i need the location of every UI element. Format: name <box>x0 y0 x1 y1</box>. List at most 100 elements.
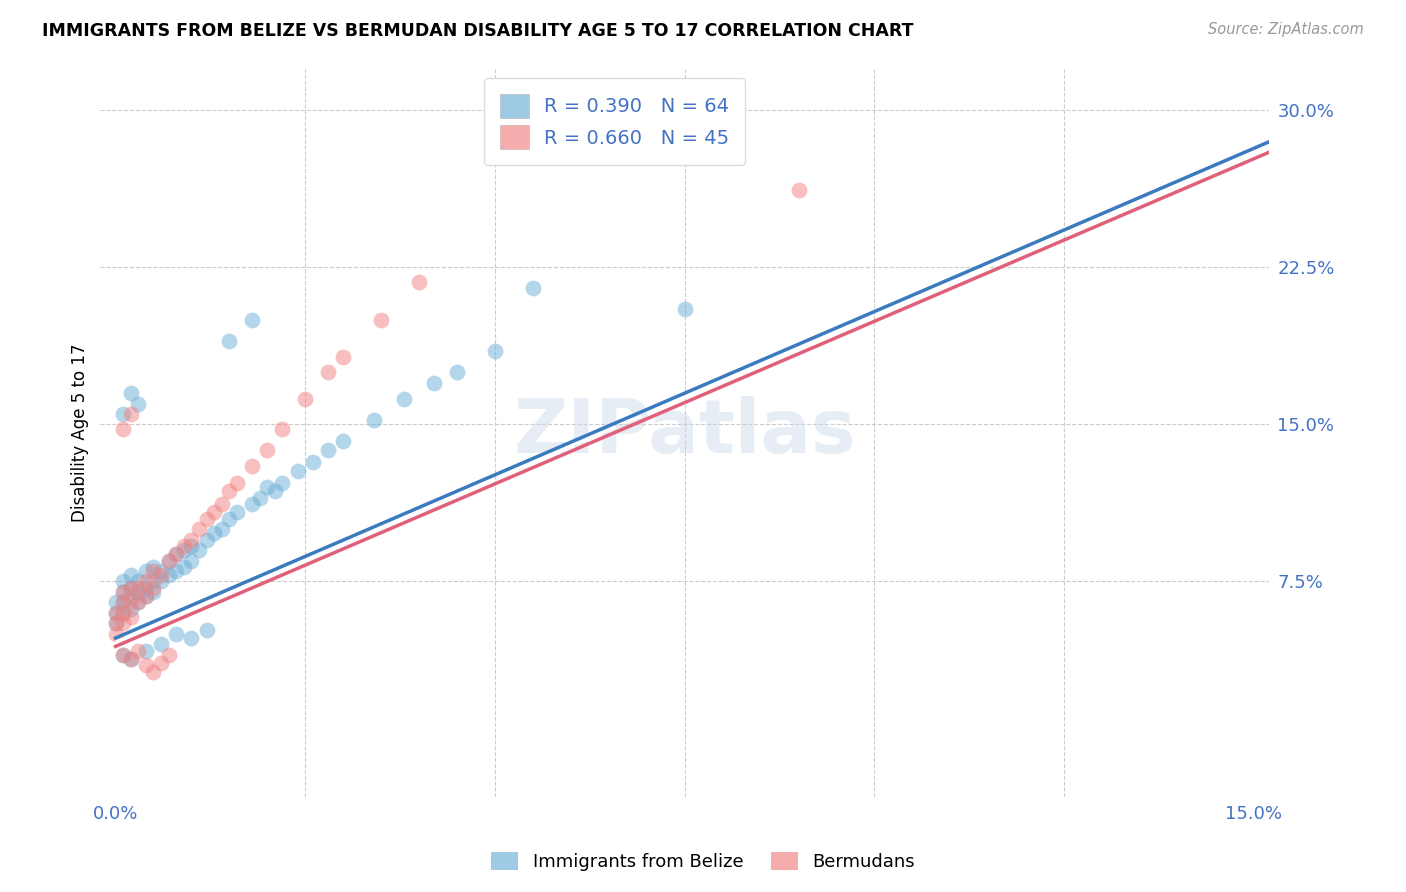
Point <box>180 631 202 645</box>
Point <box>180 539 202 553</box>
Point <box>127 585 149 599</box>
Point <box>120 652 142 666</box>
Point <box>112 407 135 421</box>
Point <box>363 413 385 427</box>
Point <box>287 463 309 477</box>
Point <box>104 616 127 631</box>
Point <box>157 648 180 662</box>
Point <box>302 455 325 469</box>
Point <box>226 505 249 519</box>
Point <box>127 396 149 410</box>
Point <box>142 574 165 589</box>
Point <box>120 581 142 595</box>
Point <box>127 581 149 595</box>
Point <box>408 275 430 289</box>
Point <box>104 606 127 620</box>
Point <box>218 511 240 525</box>
Point <box>112 606 135 620</box>
Point <box>150 637 173 651</box>
Point <box>484 344 506 359</box>
Point <box>120 601 142 615</box>
Point <box>195 623 218 637</box>
Legend: R = 0.390   N = 64, R = 0.660   N = 45: R = 0.390 N = 64, R = 0.660 N = 45 <box>484 78 745 165</box>
Point <box>165 627 187 641</box>
Point <box>392 392 415 407</box>
Point <box>120 595 142 609</box>
Point <box>173 543 195 558</box>
Point <box>195 533 218 547</box>
Point <box>211 522 233 536</box>
Point <box>120 581 142 595</box>
Point <box>157 553 180 567</box>
Point <box>240 459 263 474</box>
Point <box>256 442 278 457</box>
Point <box>787 183 810 197</box>
Point <box>218 484 240 499</box>
Point <box>120 386 142 401</box>
Text: Source: ZipAtlas.com: Source: ZipAtlas.com <box>1208 22 1364 37</box>
Point <box>316 365 339 379</box>
Point <box>127 595 149 609</box>
Point <box>135 589 157 603</box>
Point <box>135 564 157 578</box>
Point <box>256 480 278 494</box>
Point <box>264 484 287 499</box>
Point <box>120 407 142 421</box>
Point <box>202 526 225 541</box>
Point <box>165 547 187 561</box>
Point <box>142 665 165 679</box>
Point <box>127 595 149 609</box>
Point <box>104 616 127 631</box>
Point <box>173 559 195 574</box>
Point <box>202 505 225 519</box>
Point <box>127 574 149 589</box>
Point <box>120 589 142 603</box>
Point <box>127 643 149 657</box>
Point <box>150 574 173 589</box>
Point <box>188 543 211 558</box>
Point <box>423 376 446 390</box>
Point <box>180 533 202 547</box>
Point <box>112 595 135 609</box>
Point <box>120 610 142 624</box>
Point <box>135 589 157 603</box>
Point <box>142 581 165 595</box>
Y-axis label: Disability Age 5 to 17: Disability Age 5 to 17 <box>72 343 89 522</box>
Point <box>271 422 294 436</box>
Point <box>120 652 142 666</box>
Point <box>142 585 165 599</box>
Point <box>370 312 392 326</box>
Point <box>120 568 142 582</box>
Point <box>240 312 263 326</box>
Point <box>150 564 173 578</box>
Point <box>316 442 339 457</box>
Point <box>195 511 218 525</box>
Point <box>211 497 233 511</box>
Point <box>673 302 696 317</box>
Point <box>142 564 165 578</box>
Point <box>249 491 271 505</box>
Point <box>271 476 294 491</box>
Point <box>332 351 354 365</box>
Point <box>135 574 157 589</box>
Point <box>135 658 157 673</box>
Point <box>332 434 354 449</box>
Point <box>104 606 127 620</box>
Point <box>112 574 135 589</box>
Legend: Immigrants from Belize, Bermudans: Immigrants from Belize, Bermudans <box>484 845 922 879</box>
Point <box>112 616 135 631</box>
Point <box>135 643 157 657</box>
Text: ZIPatlas: ZIPatlas <box>513 396 856 469</box>
Point <box>522 281 544 295</box>
Point <box>294 392 316 407</box>
Point <box>173 539 195 553</box>
Point <box>165 564 187 578</box>
Point <box>104 595 127 609</box>
Point <box>150 656 173 670</box>
Point <box>240 497 263 511</box>
Point <box>157 568 180 582</box>
Point <box>135 581 157 595</box>
Point <box>112 595 135 609</box>
Point <box>165 547 187 561</box>
Point <box>112 648 135 662</box>
